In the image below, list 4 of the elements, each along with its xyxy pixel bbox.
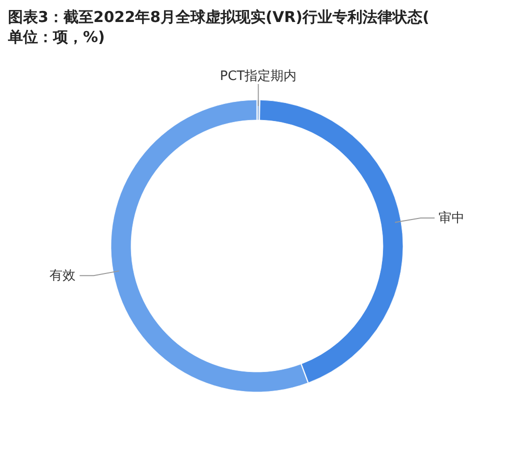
chart-title: 图表3：截至2022年8月全球虚拟现实(VR)行业专利法律状态(单位：项，%) — [7, 8, 430, 46]
slice-label: PCT指定期内 — [220, 69, 297, 84]
slice-label: 有效 — [50, 268, 76, 284]
slice-label: 审中 — [438, 210, 465, 226]
